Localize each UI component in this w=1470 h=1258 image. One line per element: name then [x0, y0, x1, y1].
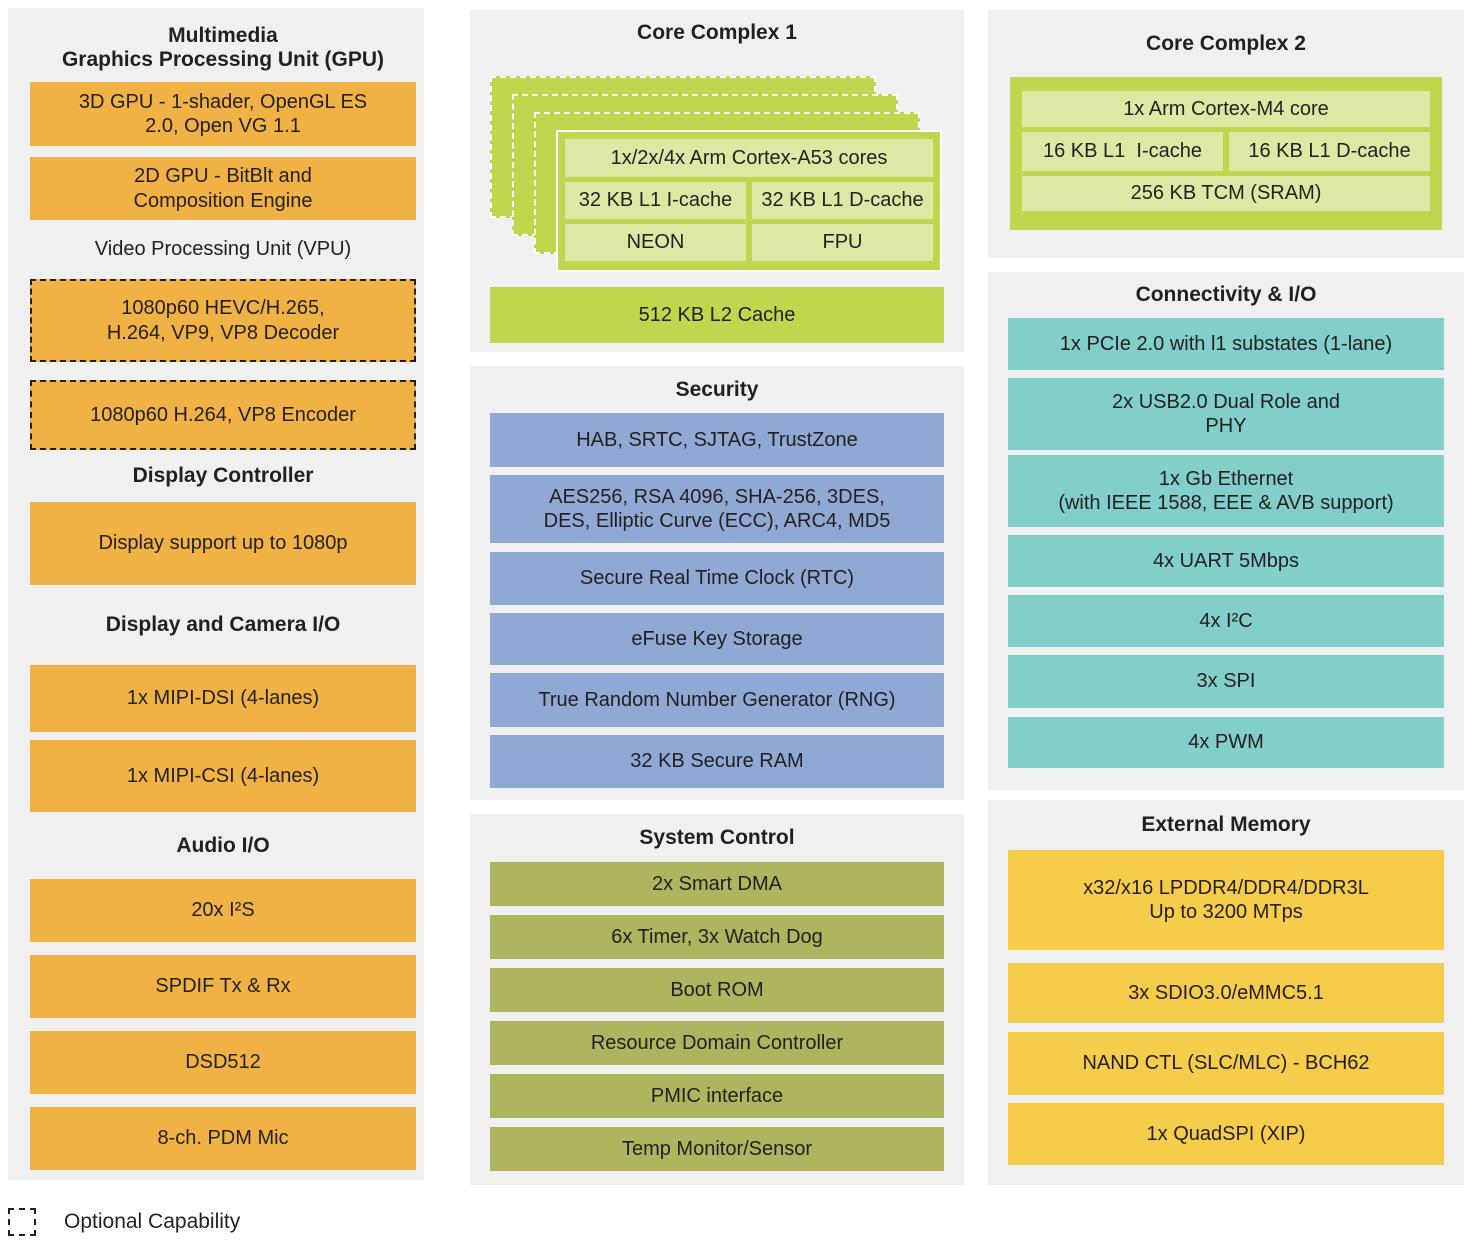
block-nand-ctl: NAND CTL (SLC/MLC) - BCH62	[1008, 1032, 1444, 1095]
panel-security: Security HAB, SRTC, SJTAG, TrustZone AES…	[470, 366, 964, 800]
block-spi: 3x SPI	[1008, 655, 1444, 708]
cell-l1-icache: 32 KB L1 I-cache	[565, 182, 746, 219]
external-memory-title: External Memory	[1141, 813, 1311, 836]
block-timer-watchdog: 6x Timer, 3x Watch Dog	[490, 915, 944, 959]
cell-m4-l1-dcache: 16 KB L1 D-cache	[1229, 132, 1430, 171]
block-pcie: 1x PCIe 2.0 with l1 substates (1-lane)	[1008, 318, 1444, 370]
block-secure-rtc: Secure Real Time Clock (RTC)	[490, 552, 944, 605]
vpu-section-label: Video Processing Unit (VPU)	[94, 238, 352, 260]
block-resource-domain-controller: Resource Domain Controller	[490, 1021, 944, 1065]
block-i2c: 4x I²C	[1008, 595, 1444, 647]
cell-m4-core: 1x Arm Cortex-M4 core	[1022, 91, 1430, 127]
block-pwm: 4x PWM	[1008, 717, 1444, 768]
block-2d-gpu: 2D GPU - BitBlt and Composition Engine	[30, 157, 416, 220]
connectivity-io-title: Connectivity & I/O	[1135, 283, 1317, 306]
optional-capability-legend-swatch	[8, 1208, 36, 1236]
cell-tcm-sram: 256 KB TCM (SRAM)	[1022, 176, 1430, 211]
display-controller-section-label: Display Controller	[132, 464, 314, 487]
block-spdif: SPDIF Tx & Rx	[30, 955, 416, 1018]
block-sdio-emmc: 3x SDIO3.0/eMMC5.1	[1008, 963, 1444, 1023]
block-l2-cache: 512 KB L2 Cache	[490, 287, 944, 343]
system-control-title: System Control	[639, 826, 795, 849]
cell-fpu: FPU	[752, 224, 933, 261]
block-temp-monitor: Temp Monitor/Sensor	[490, 1127, 944, 1171]
block-dsd512: DSD512	[30, 1031, 416, 1094]
panel-core-complex-1: Core Complex 1 1x/2x/4x Arm Cortex-A53 c…	[470, 10, 964, 352]
block-mipi-csi: 1x MIPI-CSI (4-lanes)	[30, 740, 416, 812]
block-hab-srtc: HAB, SRTC, SJTAG, TrustZone	[490, 413, 944, 467]
panel-external-memory: External Memory x32/x16 LPDDR4/DDR4/DDR3…	[988, 800, 1464, 1185]
block-lpddr4: x32/x16 LPDDR4/DDR4/DDR3L Up to 3200 MTp…	[1008, 850, 1444, 950]
core-complex-1-title: Core Complex 1	[637, 21, 797, 44]
a53-l1-row: 32 KB L1 I-cache 32 KB L1 D-cache	[565, 182, 933, 219]
block-vpu-decoder: 1080p60 HEVC/H.265, H.264, VP9, VP8 Deco…	[30, 279, 416, 362]
audio-io-section-label: Audio I/O	[176, 833, 270, 857]
block-mipi-dsi: 1x MIPI-DSI (4-lanes)	[30, 665, 416, 732]
cell-l1-dcache: 32 KB L1 D-cache	[752, 182, 933, 219]
cell-a53-cores: 1x/2x/4x Arm Cortex-A53 cores	[565, 139, 933, 177]
block-smart-dma: 2x Smart DMA	[490, 862, 944, 906]
panel-system-control: System Control 2x Smart DMA 6x Timer, 3x…	[470, 814, 964, 1185]
a53-core-card: 1x/2x/4x Arm Cortex-A53 cores 32 KB L1 I…	[556, 130, 942, 272]
security-title: Security	[675, 377, 759, 401]
block-pdm-mic: 8-ch. PDM Mic	[30, 1107, 416, 1170]
block-gb-ethernet: 1x Gb Ethernet (with IEEE 1588, EEE & AV…	[1008, 455, 1444, 527]
block-vpu-encoder: 1080p60 H.264, VP8 Encoder	[30, 380, 416, 450]
multimedia-panel-title: Multimedia Graphics Processing Unit (GPU…	[61, 24, 385, 71]
panel-multimedia: Multimedia Graphics Processing Unit (GPU…	[8, 8, 424, 1180]
block-usb: 2x USB2.0 Dual Role and PHY	[1008, 378, 1444, 450]
core-complex-2-title: Core Complex 2	[1146, 31, 1306, 55]
optional-capability-legend-label: Optional Capability	[64, 1210, 241, 1233]
cell-neon: NEON	[565, 224, 746, 261]
block-quadspi: 1x QuadSPI (XIP)	[1008, 1103, 1444, 1165]
panel-connectivity-io: Connectivity & I/O 1x PCIe 2.0 with l1 s…	[988, 272, 1464, 790]
block-pmic-interface: PMIC interface	[490, 1074, 944, 1118]
block-efuse-key-storage: eFuse Key Storage	[490, 613, 944, 665]
block-display-support: Display support up to 1080p	[30, 502, 416, 585]
display-camera-io-section-label: Display and Camera I/O	[105, 613, 341, 636]
block-secure-ram: 32 KB Secure RAM	[490, 735, 944, 788]
panel-core-complex-2: Core Complex 2 1x Arm Cortex-M4 core 16 …	[988, 10, 1464, 258]
m4-l1-row: 16 KB L1 I-cache 16 KB L1 D-cache	[1022, 132, 1430, 171]
block-i2s: 20x I²S	[30, 879, 416, 942]
block-rng: True Random Number Generator (RNG)	[490, 673, 944, 727]
cell-m4-l1-icache: 16 KB L1 I-cache	[1022, 132, 1223, 171]
a53-core-card-stack: 1x/2x/4x Arm Cortex-A53 cores 32 KB L1 I…	[490, 76, 944, 276]
a53-simd-row: NEON FPU	[565, 224, 933, 261]
block-uart: 4x UART 5Mbps	[1008, 535, 1444, 587]
block-boot-rom: Boot ROM	[490, 968, 944, 1012]
m4-core-card: 1x Arm Cortex-M4 core 16 KB L1 I-cache 1…	[1010, 77, 1442, 230]
block-3d-gpu: 3D GPU - 1-shader, OpenGL ES 2.0, Open V…	[30, 82, 416, 146]
block-crypto-engines: AES256, RSA 4096, SHA-256, 3DES, DES, El…	[490, 475, 944, 543]
